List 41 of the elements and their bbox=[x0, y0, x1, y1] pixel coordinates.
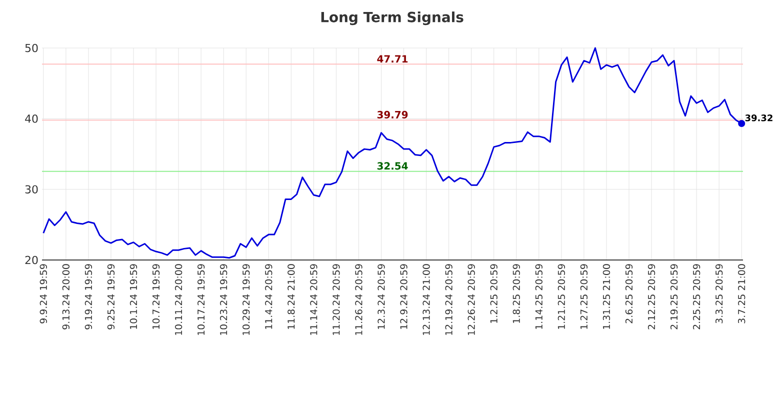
x-tick-label: 12.13.24 21:00 bbox=[422, 264, 430, 335]
x-tick-label: 10.23.24 19:59 bbox=[220, 264, 228, 335]
x-tick-label: 11.4.24 20:59 bbox=[265, 264, 272, 329]
x-tick-label: 10.29.24 19:59 bbox=[242, 264, 250, 335]
annotation: 39.32 bbox=[745, 114, 772, 122]
x-tick-label: 12.3.24 20:59 bbox=[378, 264, 385, 329]
x-tick-label: 12.19.24 20:59 bbox=[445, 264, 452, 335]
x-tick-label: 11.8.24 21:00 bbox=[288, 264, 295, 329]
x-tick-label: 2.6.25 20:59 bbox=[625, 264, 633, 324]
x-tick-label: 9.19.24 19:59 bbox=[84, 264, 92, 330]
x-tick-label: 1.14.25 20:59 bbox=[535, 264, 542, 329]
y-tick-label: 40 bbox=[25, 114, 38, 123]
x-tick-label: 11.20.24 20:59 bbox=[332, 264, 340, 335]
y-tick-label: 30 bbox=[25, 185, 38, 194]
x-tick-label: 2.19.25 20:59 bbox=[670, 264, 678, 330]
x-tick-label: 3.7.25 21:00 bbox=[738, 264, 746, 324]
x-tick-label: 1.21.25 20:59 bbox=[558, 264, 566, 329]
x-tick-label: 1.8.25 20:59 bbox=[512, 264, 520, 323]
x-tick-label: 9.25.24 19:59 bbox=[107, 264, 115, 330]
chart-title: Long Term Signals bbox=[321, 12, 464, 26]
x-tick-label: 1.2.25 20:59 bbox=[490, 264, 498, 323]
x-tick-label: 11.14.24 20:59 bbox=[310, 264, 318, 335]
x-tick-label: 10.11.24 20:00 bbox=[174, 264, 182, 335]
x-tick-label: 10.7.24 19:59 bbox=[152, 264, 160, 329]
ref-line-label: 47.71 bbox=[377, 55, 408, 62]
x-tick-label: 1.27.25 20:59 bbox=[580, 264, 588, 329]
x-tick-label: 1.31.25 21:00 bbox=[602, 264, 610, 329]
ref-line-label: 32.54 bbox=[377, 162, 408, 170]
x-tick-label: 10.1.24 19:59 bbox=[130, 264, 138, 329]
x-tick-label: 9.13.24 20:00 bbox=[62, 264, 70, 330]
x-tick-label: 2.25.25 20:59 bbox=[692, 264, 700, 330]
x-tick-label: 11.26.24 20:59 bbox=[355, 264, 362, 335]
x-tick-label: 12.26.24 20:59 bbox=[468, 264, 475, 335]
y-tick-label: 20 bbox=[25, 256, 38, 264]
y-tick-label: 50 bbox=[25, 44, 38, 52]
x-tick-label: 3.3.25 20:59 bbox=[715, 264, 723, 324]
x-tick-label: 2.12.25 20:59 bbox=[648, 264, 656, 330]
ref-line-label: 39.79 bbox=[377, 110, 408, 118]
x-tick-label: 10.17.24 19:59 bbox=[197, 264, 205, 335]
x-tick-label: 12.9.24 20:59 bbox=[400, 264, 408, 329]
x-tick-label: 9.9.24 19:59 bbox=[40, 264, 47, 324]
